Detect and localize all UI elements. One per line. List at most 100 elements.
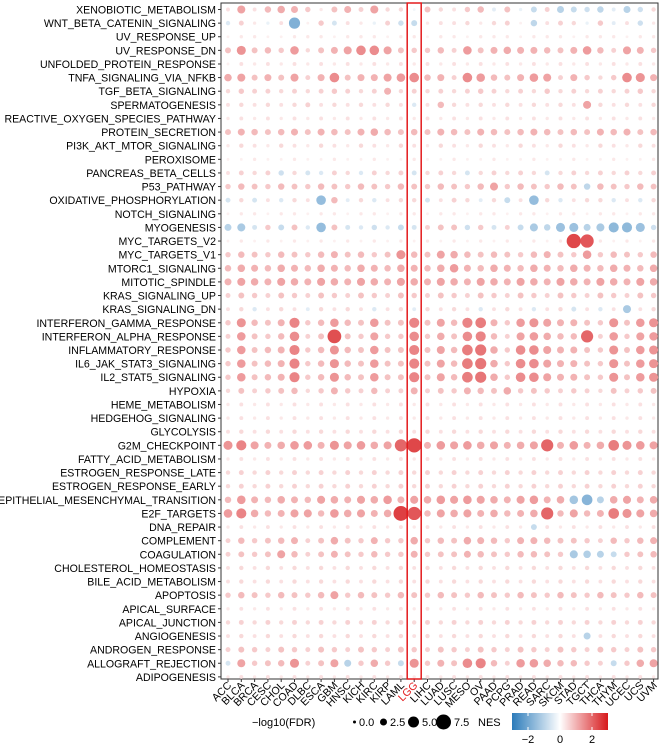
dot-bile-acid-metabolism-gbm [332, 579, 337, 584]
dot-protein-secretion-hnsc [344, 129, 351, 136]
dot-tnfa-signaling-via-nfkb-meso [462, 72, 473, 83]
dot-uv-response-up-lihc [426, 35, 429, 39]
dot-androgen-response-coad [291, 646, 298, 653]
dot-mtorc1-signaling-acc [224, 265, 232, 272]
dot-estrogen-response-late-ucec [624, 470, 630, 475]
dot-interferon-gamma-response-lihc [424, 319, 431, 326]
dot-wnt-beta-catenin-signaling-luad [438, 21, 443, 26]
dot-notch-signaling-laml [399, 212, 403, 216]
dot-mtorc1-signaling-prad [517, 265, 524, 272]
dot-il2-stat5-signaling-cesc [264, 374, 272, 381]
dot-hedgehog-signaling-lihc [425, 416, 430, 421]
dot-uv-response-up-meso [465, 35, 469, 39]
dot-myc-targets-v2-kirc [372, 239, 376, 243]
dot-oxidative-phosphorylation-luad [438, 198, 443, 203]
dot-peroxisome-cesc [266, 157, 270, 161]
dot-dna-repair-paad [492, 525, 496, 529]
pathway-label-glycolysis: GLYCOLYSIS [150, 427, 216, 439]
dot-interferon-gamma-response-esca [317, 319, 325, 327]
dot-allograft-rejection-lgg [409, 658, 419, 668]
dot-mtorc1-signaling-lgg [410, 264, 418, 272]
dot-myc-targets-v1-pcpg [504, 251, 511, 258]
dot-epithelial-mesenchymal-transition-ov [476, 495, 485, 504]
dot-unfolded-protein-response-ov [478, 62, 483, 66]
dot-pi3k-akt-mtor-signaling-sarc [545, 144, 549, 148]
dot-androgen-response-thca [597, 646, 604, 653]
dot-hypoxia-kirc [371, 387, 378, 395]
dot-hypoxia-blca [238, 387, 245, 394]
dot-unfolded-protein-response-paad [492, 62, 496, 66]
dot-myogenesis-gbm [331, 224, 338, 231]
dot-estrogen-response-late-pcpg [504, 470, 510, 476]
dot-p53-pathway-read [530, 183, 537, 190]
dot-adipogenesis-cesc [265, 674, 270, 679]
dot-kras-signaling-dn-paad [492, 307, 496, 312]
dot-uv-response-up-lgg [412, 35, 416, 39]
dot-il6-jak-stat3-signaling-read [529, 358, 539, 369]
dot-myc-targets-v1-kirc [371, 251, 378, 258]
dot-tnfa-signaling-via-nfkb-cesc [264, 74, 272, 82]
dot-kras-signaling-dn-ucs [638, 307, 643, 312]
dot-il2-stat5-signaling-chol [277, 373, 285, 381]
dot-reactive-oxygen-species-pathway-prad [518, 116, 523, 121]
dot-kras-signaling-up-sarc [544, 293, 550, 298]
dot-il6-jak-stat3-signaling-gbm [329, 359, 339, 369]
dot-dna-repair-ov [478, 525, 483, 529]
dot-apical-surface-ucec [625, 607, 629, 611]
dot-heme-metabolism-pcpg [505, 402, 510, 407]
dot-reactive-oxygen-species-pathway-uvm [651, 116, 656, 121]
dot-spermatogenesis-dlbc [305, 102, 311, 108]
dot-wnt-beta-catenin-signaling-tgct [585, 21, 589, 25]
dot-mitotic-spindle-read [530, 278, 538, 286]
dot-glycolysis-acc [226, 429, 230, 434]
dot-interferon-alpha-response-thym [609, 332, 618, 341]
dot-interferon-gamma-response-uvm [649, 318, 659, 328]
dot-mitotic-spindle-tgct [583, 278, 591, 286]
dot-tgf-beta-signaling-tgct [584, 89, 590, 94]
dot-epithelial-mesenchymal-transition-chol [277, 496, 285, 504]
dot-wnt-beta-catenin-signaling-lihc [425, 21, 430, 25]
dot-p53-pathway-luad [437, 183, 445, 190]
dot-kras-signaling-up-tgct [584, 293, 590, 298]
dot-apical-surface-ov [478, 606, 483, 611]
dot-inflammatory-response-lgg [409, 344, 420, 356]
dot-angiogenesis-lusc [451, 633, 457, 639]
dot-tnfa-signaling-via-nfkb-hnsc [344, 74, 351, 81]
dot-oxidative-phosphorylation-thca [598, 197, 603, 203]
dot-mitotic-spindle-dlbc [304, 278, 312, 286]
dot-peroxisome-uvm [651, 157, 656, 162]
dot-allograft-rejection-kirc [370, 659, 379, 668]
dot-cholesterol-homeostasis-acc [226, 565, 230, 570]
dot-myc-targets-v2-esca [319, 239, 323, 243]
dot-estrogen-response-late-ucs [637, 470, 643, 476]
dot-cholesterol-homeostasis-stad [571, 565, 576, 570]
dot-e2f-targets-stad [569, 509, 578, 518]
dot-e2f-targets-thca [596, 509, 604, 517]
dot-inflammatory-response-uvm [649, 345, 659, 355]
dot-protein-secretion-luad [437, 128, 445, 136]
dot-coagulation-stad [569, 550, 578, 559]
dot-uv-response-up-read [532, 35, 536, 39]
dot-interferon-gamma-response-brca [251, 319, 258, 327]
dot-estrogen-response-late-prad [518, 470, 523, 475]
dot-myogenesis-lihc [425, 224, 430, 230]
dot-myogenesis-kirc [371, 224, 378, 231]
dot-xenobiotic-metabolism-esca [319, 7, 323, 12]
dot-myc-targets-v1-dlbc [305, 251, 311, 258]
dot-myc-targets-v1-stad [571, 251, 577, 258]
dot-protein-secretion-thca [596, 128, 604, 136]
dot-apoptosis-kirp [384, 592, 391, 598]
dot-apoptosis-lihc [424, 592, 431, 598]
dot-protein-secretion-sarc [543, 128, 551, 136]
dot-apoptosis-brca [251, 592, 258, 599]
dot-mitotic-spindle-prad [516, 277, 525, 286]
dot-p53-pathway-dlbc [305, 183, 311, 190]
dot-angiogenesis-lgg [412, 634, 417, 638]
dot-adipogenesis-pcpg [505, 674, 510, 679]
dot-tgf-beta-signaling-sarc [544, 88, 550, 94]
dot-kras-signaling-up-chol [278, 292, 285, 299]
dot-hedgehog-signaling-blca [239, 416, 244, 421]
dot-allograft-rejection-kich [358, 660, 364, 666]
dot-coagulation-thca [596, 550, 604, 558]
dot-peroxisome-laml [399, 157, 403, 161]
